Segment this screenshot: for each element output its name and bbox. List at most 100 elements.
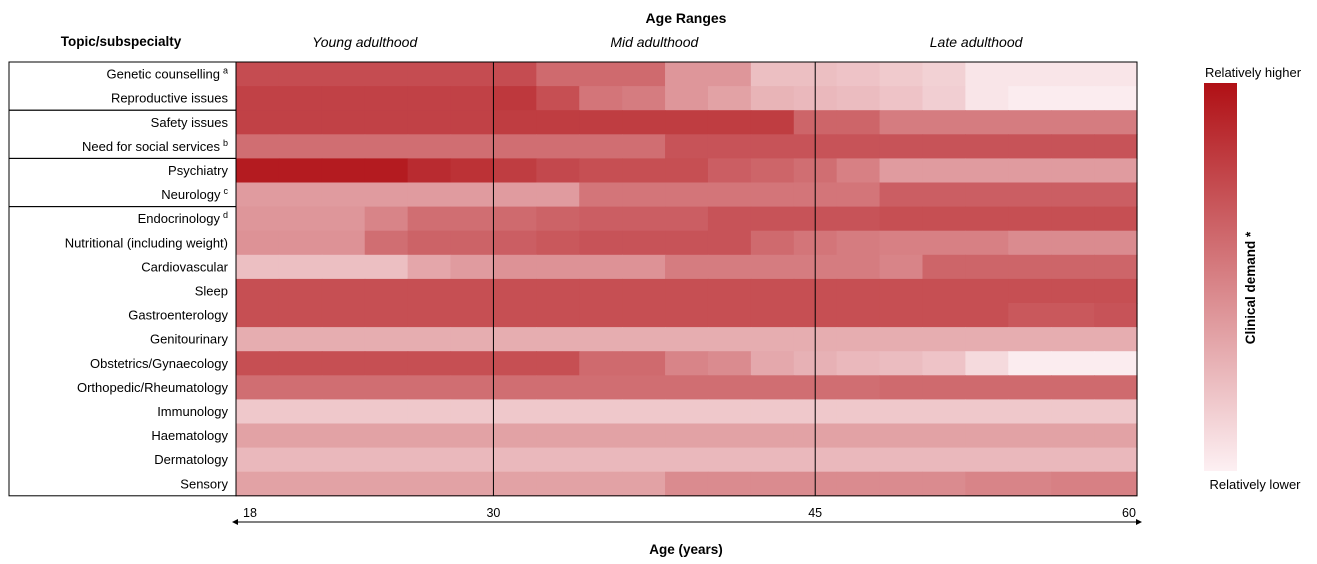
heatmap-cell [836,86,881,111]
heatmap-cell [364,375,409,400]
heatmap-cell [922,134,966,159]
heatmap-cell [579,254,623,280]
heatmap-cell [236,447,280,473]
heatmap-cell [879,134,924,159]
heatmap-cell [879,182,924,208]
heatmap-cell [536,278,580,304]
heatmap-cell [407,110,452,135]
heatmap-cell [622,351,666,376]
heatmap-cell [836,303,881,328]
heatmap-cell [278,303,323,328]
heatmap-cell [965,110,1009,135]
heatmap-cell [1008,303,1052,328]
heatmap-cell [450,351,495,376]
heatmap-cell [450,230,495,256]
heatmap-cell [364,423,409,449]
heatmap-cell [364,399,409,425]
heatmap-cell [665,399,709,425]
heatmap-cell [622,399,666,425]
heatmap-cell [665,86,709,111]
heatmap-cell [922,399,966,425]
heatmap-cell [665,423,709,449]
heatmap-cell [922,327,966,352]
heatmap-cell [493,375,537,400]
heatmap-cell [450,423,495,449]
heatmap-cell [536,158,580,184]
heatmap-cell [836,327,881,352]
heatmap-cell [965,86,1009,111]
heatmap-cell [922,254,966,280]
heatmap-cell [321,134,366,159]
heatmap-cell [1008,158,1052,184]
heatmap-cell [579,86,623,111]
heatmap-cell [450,62,495,87]
heatmap-cell [364,182,409,208]
heatmap-cell [622,471,666,497]
row-label: Psychiatry [168,163,228,178]
heatmap-cell [450,327,495,352]
heatmap-cell [579,110,623,135]
heatmap-cell [536,447,580,473]
heatmap-cell [364,327,409,352]
heatmap-cell [750,423,795,449]
heatmap-cell [922,182,966,208]
heatmap-cell [278,447,323,473]
heatmap-cell [922,62,966,87]
heatmap-cell [622,303,666,328]
heatmap-cell [665,278,709,304]
heatmap-cell [707,182,752,208]
heatmap-cell [1008,254,1052,280]
heatmap-cell [622,254,666,280]
heatmap-cell [493,62,537,87]
heatmap-cell [493,447,537,473]
heatmap-cell [750,158,795,184]
heatmap-cell [536,86,580,111]
heatmap-cell [321,303,366,328]
x-tick-label: 45 [808,506,822,520]
heatmap-cell [321,230,366,256]
heatmap-cell [622,447,666,473]
heatmap-cell [665,303,709,328]
heatmap-cell [579,230,623,256]
heatmap-cell [579,278,623,304]
heatmap-cell [1051,134,1095,159]
heatmap-cell [879,230,924,256]
heatmap-cell [493,230,537,256]
heatmap-cell [922,278,966,304]
row-label: Obstetrics/Gynaecology [90,356,229,371]
heatmap-cell [536,230,580,256]
heatmap-cell [493,399,537,425]
heatmap-cell [836,423,881,449]
heatmap-cell [236,278,280,304]
x-tick-labels: 18 30 45 60 [243,506,1136,520]
heatmap-cell [1094,62,1138,87]
heatmap-cell [321,399,366,425]
heatmap-cell [407,447,452,473]
heatmap-cell [536,254,580,280]
heatmap-cell [321,158,366,184]
heatmap-cell [450,158,495,184]
row-label: Nutritional (including weight) [65,235,228,250]
heatmap-cell [236,158,280,184]
heatmap-cell [364,206,409,232]
heatmap-cell [879,351,924,376]
heatmap-cell [493,423,537,449]
heatmap-cell [321,351,366,376]
heatmap-cell [236,375,280,400]
row-label: Orthopedic/Rheumatology [77,380,229,395]
heatmap-cell [879,110,924,135]
heatmap-cell [1008,206,1052,232]
heatmap-cell [622,158,666,184]
heatmap-cell [536,351,580,376]
heatmap-cell [665,447,709,473]
heatmap-cell [493,327,537,352]
heatmap-cell [579,399,623,425]
heatmap-cell [579,327,623,352]
heatmap-cell [1051,206,1095,232]
heatmap-cell [836,447,881,473]
heatmap-cell [965,351,1009,376]
heatmap-cell [1051,230,1095,256]
heatmap-cell [965,471,1009,497]
age-range-labels: Young adulthood Mid adulthood Late adultho… [312,34,1023,50]
heatmap-cell [965,278,1009,304]
